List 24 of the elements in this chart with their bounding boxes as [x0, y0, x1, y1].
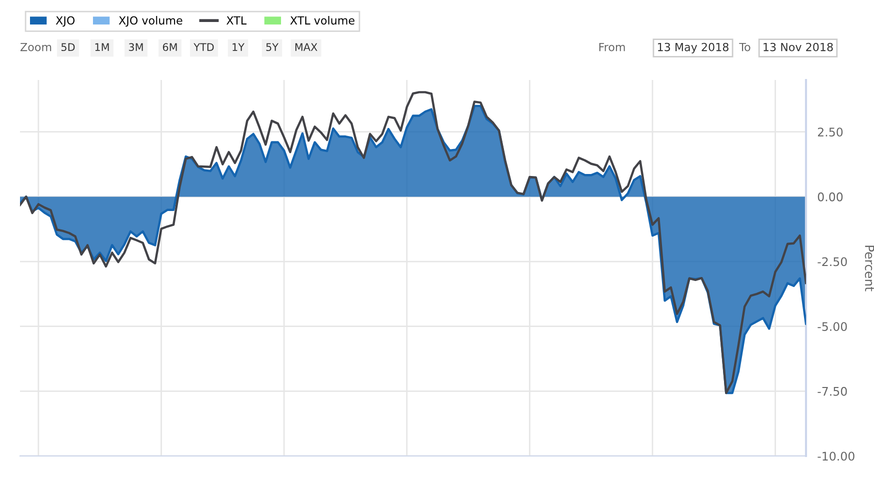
y-tick-label: -5.00 — [818, 322, 847, 331]
text: 13 May 2018 — [658, 42, 728, 54]
text: 6M — [162, 43, 177, 52]
text: 13 Nov 2018 — [764, 42, 833, 52]
text: Zoom — [20, 42, 52, 52]
text: 3M — [128, 43, 143, 52]
y-tick-label: 0.00 — [818, 192, 843, 202]
legend-label: XJO — [56, 16, 75, 27]
text: To — [739, 42, 750, 52]
y-axis-title: Percent — [864, 246, 874, 292]
legend-label: XTL volume — [290, 16, 354, 25]
legend-label: XJO volume — [118, 16, 182, 27]
y-tick-label: -7.50 — [818, 386, 847, 396]
text: 1Y — [232, 43, 245, 51]
y-tick-label: 2.50 — [818, 128, 843, 137]
y-tick-label: -2.50 — [818, 257, 847, 266]
text: From — [599, 42, 625, 52]
text: 5D — [61, 43, 75, 52]
y-tick-label: -10.00 — [818, 452, 854, 461]
text: 1M — [95, 43, 109, 51]
text: 5Y — [266, 43, 279, 52]
legend-label: XTL — [226, 16, 247, 24]
text: MAX — [295, 43, 318, 51]
text: YTD — [194, 43, 214, 51]
